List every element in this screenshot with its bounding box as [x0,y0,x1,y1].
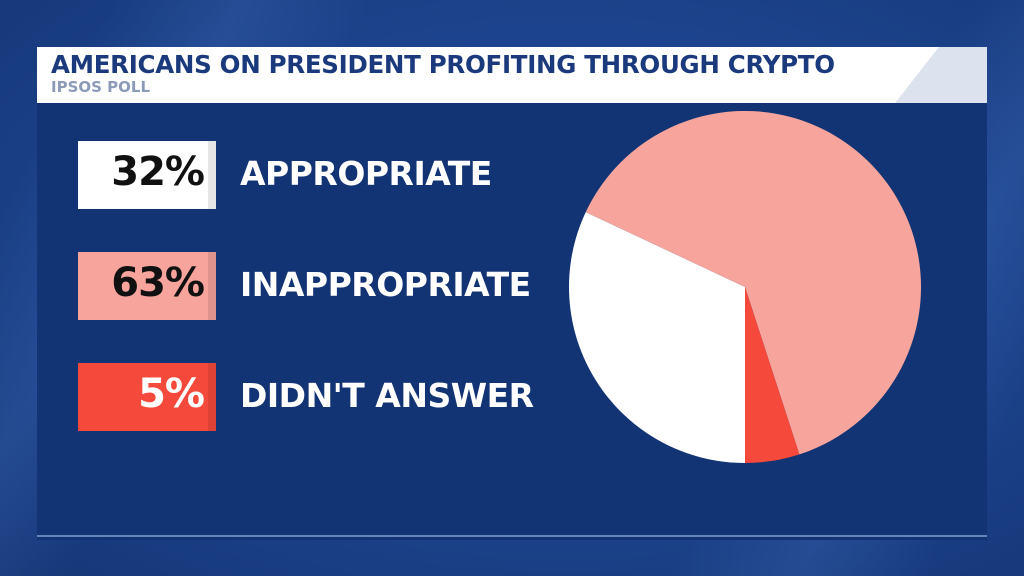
legend-value: 5% [138,371,205,417]
legend-value-box [78,141,214,209]
pie-slice-inappropriate [585,111,921,455]
legend-box-edge [208,252,216,320]
legend-label: DIDN'T ANSWER [240,376,534,415]
title-bar-stripe [895,47,987,103]
pie-chart [568,111,921,463]
legend-box-edge [208,363,216,431]
legend-value: 32% [111,149,205,195]
chart-title: AMERICANS ON PRESIDENT PROFITING THROUGH… [51,50,835,79]
title-bar: AMERICANS ON PRESIDENT PROFITING THROUGH… [37,47,987,103]
legend-value-box [78,363,214,431]
panel-divider [37,535,987,537]
legend-label: APPROPRIATE [240,154,492,193]
legend-value-box [78,252,214,320]
chart-subtitle: IPSOS POLL [51,78,151,96]
pie-slice-didnt-answer [745,287,800,463]
legend-box-edge [208,141,216,209]
legend-label: INAPPROPRIATE [240,265,531,304]
pie-slice-appropriate [568,212,745,463]
legend-value: 63% [111,260,205,306]
